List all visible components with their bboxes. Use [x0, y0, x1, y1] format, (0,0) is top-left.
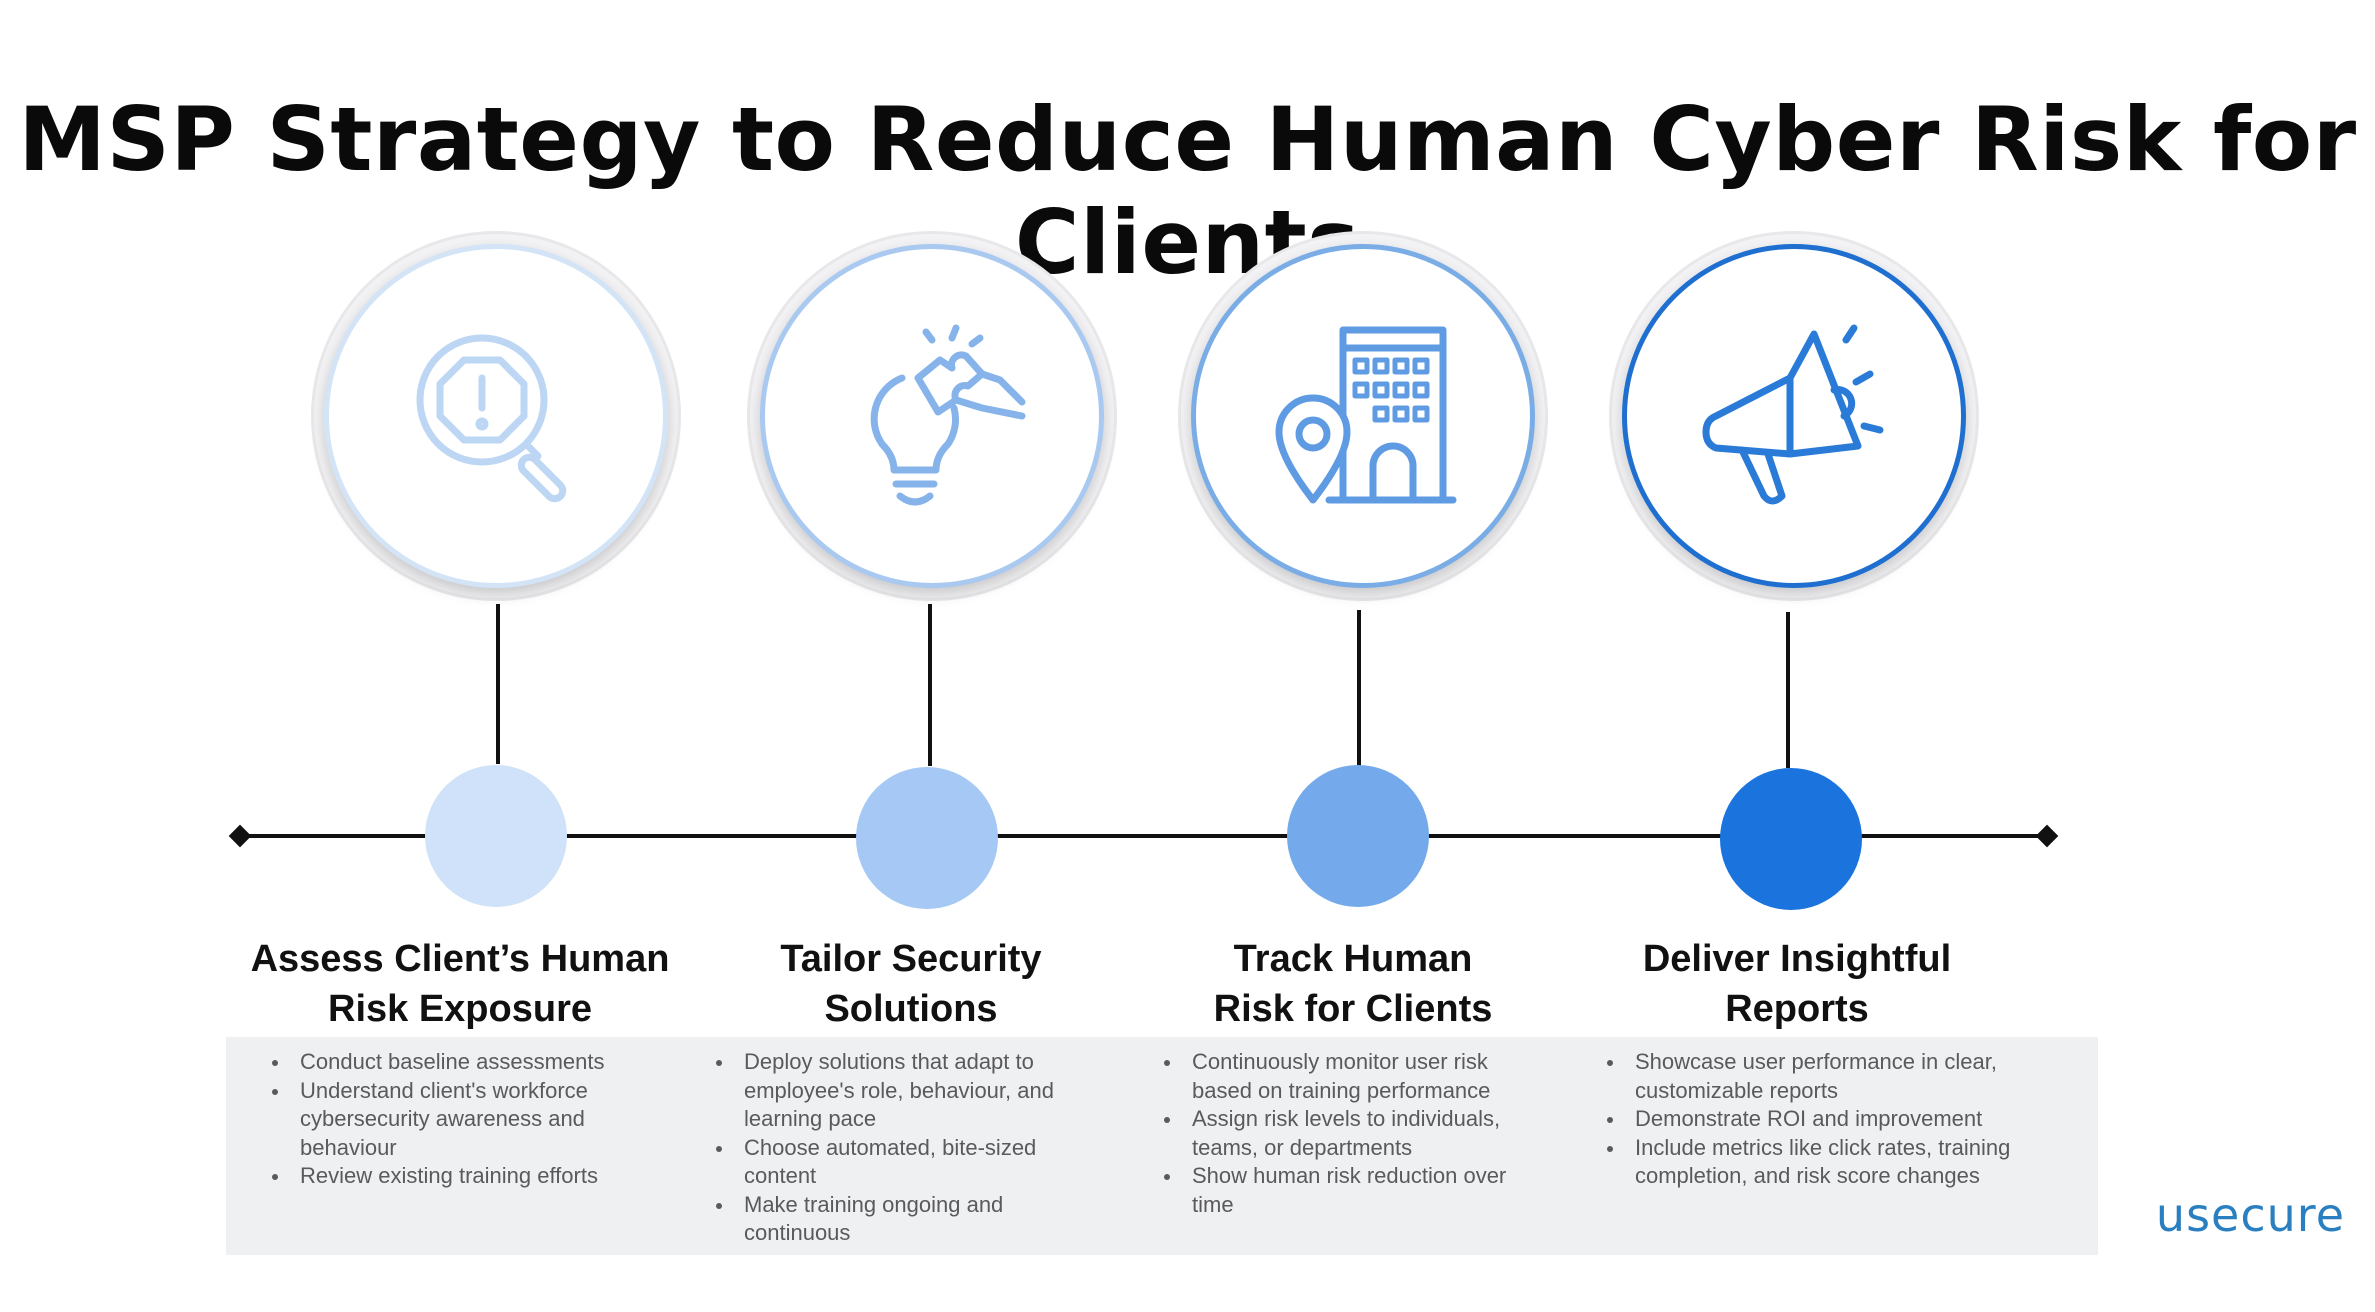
- step-1-badge: [324, 244, 668, 588]
- list-item: Assign risk levels to individuals, teams…: [1156, 1105, 1546, 1162]
- step-2-title: Tailor Security Solutions: [681, 934, 1141, 1034]
- step-4-title-line-1: Deliver Insightful: [1642, 938, 1952, 980]
- list-item: Choose automated, bite-sized content: [708, 1134, 1098, 1191]
- list-item: Deploy solutions that adapt to employee'…: [708, 1048, 1098, 1134]
- step-3-bullets: Continuously monitor user risk based on …: [1156, 1048, 1546, 1219]
- step-3-node: [1287, 765, 1429, 907]
- list-item: Understand client's workforce cybersecur…: [264, 1077, 654, 1163]
- description-panel: [226, 1037, 2098, 1255]
- step-3-title-line-1: Track Human: [1233, 938, 1473, 980]
- step-3-title-line-2: Risk for Clients: [1213, 988, 1493, 1030]
- step-2-badge: [760, 244, 1104, 588]
- list-item: Review existing training efforts: [264, 1162, 654, 1191]
- step-4-title: Deliver Insightful Reports: [1567, 934, 2027, 1034]
- page-title: MSP Strategy to Reduce Human Cyber Risk …: [18, 88, 2357, 294]
- step-4-title-line-2: Reports: [1725, 988, 1869, 1030]
- brand-logo: usecure: [2155, 1188, 2345, 1242]
- step-2-title-line-2: Solutions: [824, 988, 998, 1030]
- connector-3: [1357, 610, 1361, 766]
- step-1-node: [425, 765, 567, 907]
- building-location-icon: [1275, 326, 1457, 504]
- step-2-title-line-1: Tailor Security: [780, 938, 1042, 980]
- list-item: Showcase user performance in clear, cust…: [1599, 1048, 2029, 1105]
- connector-2: [928, 604, 932, 766]
- step-2-node: [856, 767, 998, 909]
- list-item: Make training ongoing and continuous: [708, 1191, 1098, 1248]
- step-3-title: Track Human Risk for Clients: [1123, 934, 1583, 1034]
- list-item: Continuously monitor user risk based on …: [1156, 1048, 1546, 1105]
- connector-4: [1786, 612, 1790, 768]
- megaphone-icon: [1702, 324, 1884, 505]
- step-4-badge: [1622, 244, 1966, 588]
- lightbulb-puzzle-icon: [870, 324, 1026, 506]
- connector-1: [496, 604, 500, 764]
- list-item: Show human risk reduction over time: [1156, 1162, 1546, 1219]
- step-4-node: [1720, 768, 1862, 910]
- list-item: Demonstrate ROI and improvement: [1599, 1105, 2029, 1134]
- step-3-badge: [1191, 244, 1535, 588]
- step-1-title: Assess Client’s Human Risk Exposure: [230, 934, 690, 1034]
- step-1-title-line-1: Assess Client’s Human: [250, 938, 670, 980]
- step-1-bullets: Conduct baseline assessments Understand …: [264, 1048, 654, 1191]
- list-item: Conduct baseline assessments: [264, 1048, 654, 1077]
- step-4-bullets: Showcase user performance in clear, cust…: [1599, 1048, 2029, 1191]
- timeline-end-marker: [2035, 824, 2059, 848]
- step-2-bullets: Deploy solutions that adapt to employee'…: [708, 1048, 1098, 1248]
- step-1-title-line-2: Risk Exposure: [328, 988, 592, 1030]
- list-item: Include metrics like click rates, traini…: [1599, 1134, 2029, 1191]
- timeline-start-marker: [228, 824, 252, 848]
- magnifier-alert-icon: [416, 334, 567, 503]
- timeline-line: [240, 834, 2048, 838]
